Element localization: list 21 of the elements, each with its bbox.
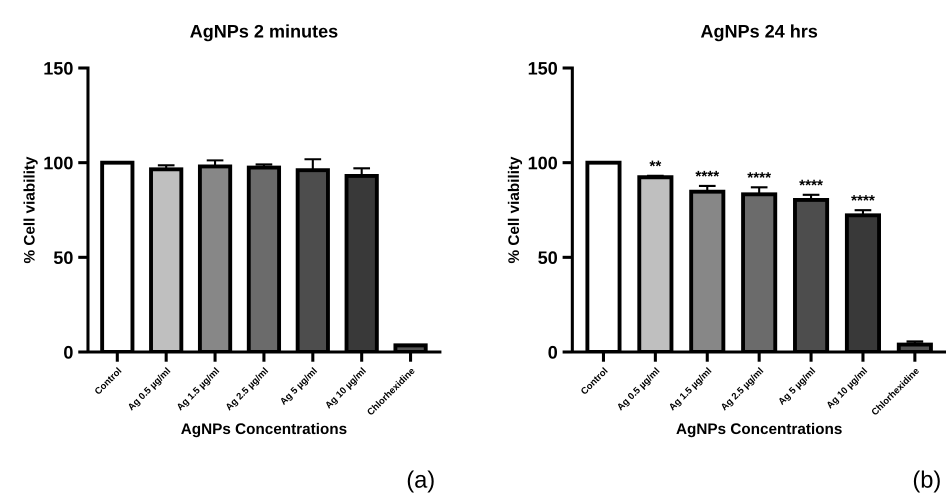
y-axis-title: % Cell viability (23, 156, 38, 264)
annotation: **** (747, 172, 772, 178)
y-tick-label: 150 (528, 62, 558, 75)
text: (b) (914, 470, 940, 492)
y-tick-label: 100 (44, 156, 73, 170)
annotation: **** (695, 170, 720, 177)
y-tick-label: 0 (64, 346, 73, 359)
y-tick-label: 100 (528, 156, 558, 170)
chart-title: AgNPs 2 minutes (190, 24, 338, 42)
annotation: **** (851, 195, 875, 201)
chart-title: AgNPs 24 hrs (700, 24, 818, 42)
x-axis-title: AgNPs Concentrations (181, 422, 346, 438)
y-axis-title: % Cell viability (508, 156, 522, 264)
annotation: ** (649, 160, 662, 166)
y-tick-label: 50 (538, 251, 558, 264)
annotation: **** (799, 180, 823, 186)
y-tick-label: 50 (54, 251, 73, 264)
text: (a) (408, 470, 434, 492)
x-axis-title: AgNPs Concentrations (676, 422, 842, 438)
y-tick-label: 0 (548, 346, 558, 359)
y-tick-label: 150 (44, 62, 73, 75)
